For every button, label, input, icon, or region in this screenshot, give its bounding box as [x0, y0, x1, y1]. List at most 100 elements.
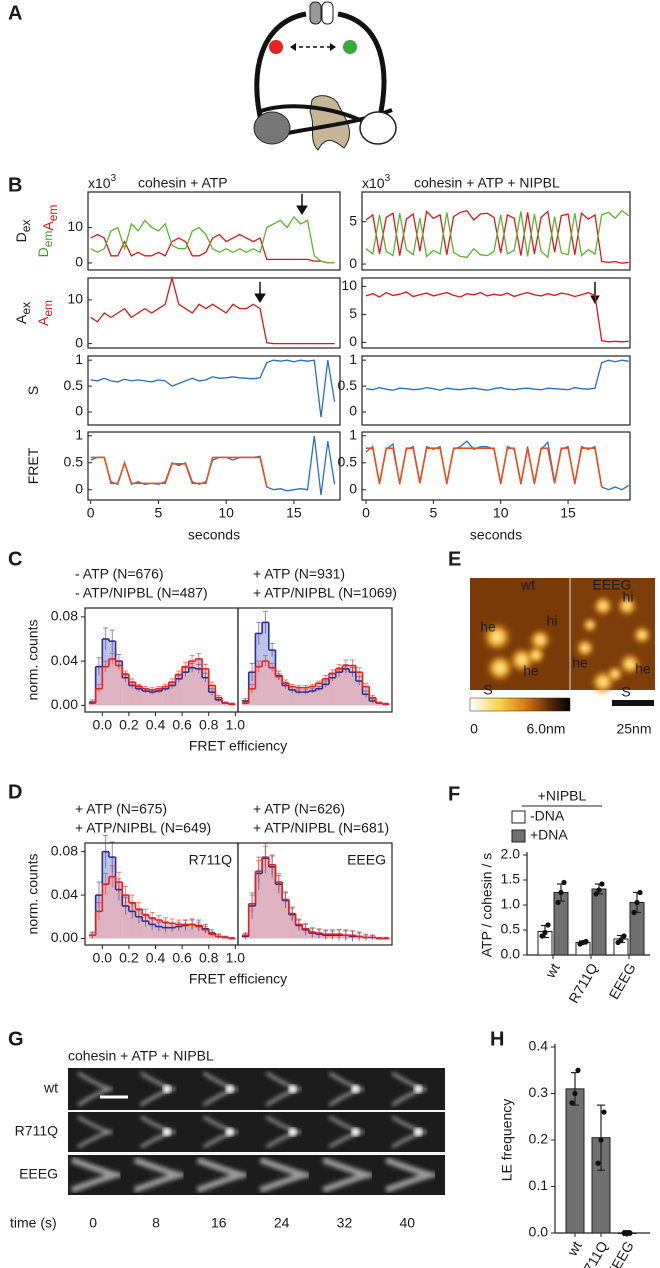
kymo-spot — [351, 1085, 360, 1093]
y-axis-label-sub: ex — [19, 302, 33, 315]
y-tick-label: 0 — [349, 255, 357, 271]
y-axis-label: Aem — [35, 300, 55, 326]
hist-bar — [262, 661, 269, 706]
trace — [365, 209, 630, 259]
y-axis-label-sub: ex — [19, 220, 33, 233]
y-tick-label: 0 — [349, 333, 357, 349]
hist-bar — [175, 674, 183, 706]
hist-bar — [342, 665, 350, 706]
plot-frame — [87, 191, 341, 271]
kymo-row-label: R711Q — [15, 1123, 58, 1139]
hist-bar — [162, 686, 169, 706]
x-tick-label: 0.8 — [199, 717, 219, 733]
kymo-dna — [385, 1157, 442, 1193]
y-axis-label: FRET — [25, 447, 41, 484]
y-tick-label: 0 — [75, 480, 83, 496]
kymographs — [68, 1068, 445, 1195]
y-tick-label: 0.08 — [51, 608, 78, 624]
y-tick-label: 0 — [349, 480, 357, 496]
hist-bar — [302, 687, 309, 706]
x-tick-label: 0.8 — [199, 950, 219, 966]
legend-title: +NIPBL — [538, 788, 587, 804]
image-title: wt — [520, 577, 535, 593]
y-tick-label: 10 — [67, 291, 83, 307]
hist-bar — [155, 688, 163, 706]
image-annotation: he — [635, 661, 651, 677]
y-tick-label: 1.5 — [501, 871, 521, 887]
hist-bar — [102, 666, 109, 706]
x-tick-label: 0 — [362, 505, 370, 521]
y-tick-label: 0 — [75, 334, 83, 350]
data-point — [627, 1230, 633, 1236]
y-axis-label-main: D — [35, 247, 51, 257]
hist-bar — [329, 673, 336, 706]
x-tick-label: 5 — [429, 505, 437, 521]
hist-bar — [268, 667, 276, 706]
y-tick-label: 0 — [75, 254, 83, 270]
legend-entry: - ATP (N=676) — [75, 566, 164, 582]
hist-bar — [288, 913, 296, 939]
multiplier-exp: 3 — [385, 173, 391, 184]
x-tick-label: 0.0 — [93, 717, 113, 733]
hist-bar — [275, 882, 283, 939]
x-tick-label: 0.4 — [146, 717, 166, 733]
hist-bar — [128, 682, 136, 706]
plot-frame — [361, 431, 631, 501]
y-axis-label-sub: em — [41, 231, 55, 248]
y-tick-label: 5 — [349, 305, 357, 321]
y-axis-label: S — [25, 386, 41, 395]
data-point — [555, 899, 561, 906]
kymo-spot — [162, 1085, 171, 1093]
kymo-spot — [225, 1085, 234, 1093]
y-axis-label-main: S — [25, 386, 41, 395]
hist-bar — [135, 686, 143, 706]
multiplier-base: x10 — [88, 175, 111, 191]
hist-bar — [142, 688, 149, 706]
image-title: EEEG — [593, 577, 632, 593]
y-tick-label: 10 — [341, 277, 357, 293]
hist-bar — [122, 895, 129, 939]
hist-bar — [208, 685, 216, 706]
y-tick-label: 0.04 — [51, 886, 78, 902]
data-point — [634, 899, 640, 906]
x-tick-label: 0 — [87, 505, 95, 521]
hist-bar — [288, 686, 296, 706]
legend-entry: -DNA — [530, 808, 565, 824]
hist-bar — [295, 924, 303, 939]
trace — [90, 215, 335, 264]
axis-multiplier: x103 — [88, 173, 117, 191]
time-label: 40 — [400, 1215, 416, 1231]
kymo-dna — [391, 1071, 430, 1107]
legend-entry: + ATP/NIPBL (N=681) — [253, 820, 389, 836]
data-point — [601, 1109, 607, 1115]
time-label: 32 — [337, 1215, 353, 1231]
time-label: 16 — [211, 1215, 227, 1231]
bar — [565, 1088, 585, 1234]
y-tick-label: 0.5 — [64, 377, 84, 393]
panel-label: A — [8, 2, 22, 24]
y-tick-label: 0.1 — [529, 1177, 549, 1193]
y-tick-label: 1 — [349, 351, 357, 367]
data-point — [595, 1160, 601, 1166]
hist-bar — [355, 672, 363, 706]
colorbar-label: 0 — [470, 721, 478, 737]
image-annotation: he — [572, 655, 588, 671]
multiplier-exp: 3 — [111, 173, 117, 184]
x-tick-label: wt — [541, 960, 562, 981]
legend-entry: + ATP/NIPBL (N=1069) — [253, 585, 397, 601]
hist-bar — [315, 683, 323, 706]
hist-bar — [108, 876, 116, 939]
kymo-dna — [133, 1157, 191, 1193]
hist-bar — [335, 668, 343, 706]
data-point — [599, 881, 605, 887]
data-point — [598, 1137, 604, 1143]
x-tick-label: EEEG — [605, 960, 638, 1002]
hist-bar — [95, 688, 103, 706]
kymo-dna — [265, 1115, 305, 1149]
legend-swatch — [511, 829, 526, 843]
hist-bar — [282, 899, 289, 939]
multiplier-base: x10 — [362, 175, 385, 191]
kymo-spot — [288, 1128, 297, 1136]
x-tick-label: 0.2 — [119, 950, 139, 966]
